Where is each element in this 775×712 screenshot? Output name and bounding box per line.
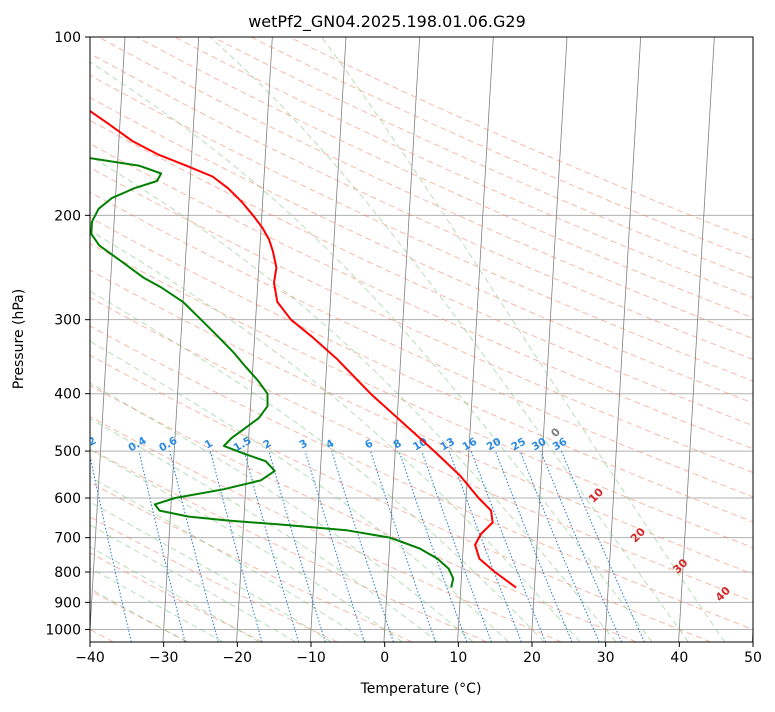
y-tick-label: 300 <box>54 313 81 329</box>
y-axis-label: Pressure (hPa) <box>11 289 27 389</box>
y-tick-label: 800 <box>54 565 81 581</box>
chart-title: wetPf2_GN04.2025.198.01.06.G29 <box>248 12 526 32</box>
y-tick-label: 900 <box>54 595 81 611</box>
x-tick-label: −10 <box>296 650 326 666</box>
y-tick-label: 700 <box>54 531 81 547</box>
y-tick-label: 1000 <box>45 622 81 638</box>
x-tick-label: −40 <box>75 650 105 666</box>
x-tick-label: 50 <box>744 650 762 666</box>
y-tick-label: 500 <box>54 444 81 460</box>
x-tick-label: 30 <box>597 650 615 666</box>
x-tick-label: 20 <box>523 650 541 666</box>
x-axis-label: Temperature (°C) <box>360 681 482 697</box>
y-tick-label: 200 <box>54 208 81 224</box>
y-tick-label: 400 <box>54 387 81 403</box>
x-tick-label: 0 <box>380 650 389 666</box>
x-tick-label: 10 <box>449 650 467 666</box>
y-tick-label: 100 <box>54 30 81 46</box>
x-tick-label: −20 <box>223 650 253 666</box>
y-tick-label: 600 <box>54 491 81 507</box>
x-tick-label: 40 <box>670 650 688 666</box>
x-tick-label: −30 <box>149 650 179 666</box>
